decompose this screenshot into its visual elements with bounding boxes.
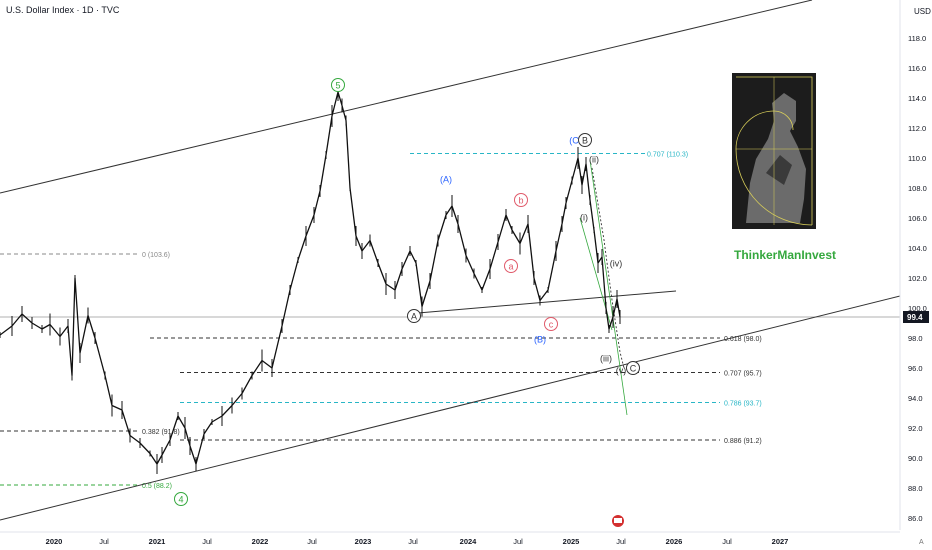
channel-lines — [0, 0, 901, 521]
current-price-label: 99.4 — [907, 313, 923, 322]
wave-label: (iii) — [600, 354, 612, 364]
price-tick-label: 110.0 — [908, 154, 926, 163]
time-tick-label: 2026 — [666, 537, 683, 546]
price-tick-label: 104.0 — [908, 244, 927, 253]
price-tick-label: 94.0 — [908, 394, 923, 403]
wave-label-circle — [504, 259, 518, 273]
time-tick-label: Jul — [307, 537, 317, 546]
fib-level-label: 0.5 (88.2) — [142, 483, 172, 490]
time-tick-label: 2025 — [563, 537, 580, 546]
time-tick-label: 2021 — [149, 537, 166, 546]
wedge-line-upper — [589, 159, 628, 416]
price-tick-label: 90.0 — [908, 454, 923, 463]
wave-label: (ii) — [589, 155, 599, 165]
wave-label: (C — [569, 136, 579, 146]
wave-label: (A) — [440, 175, 452, 185]
time-tick-label: Jul — [616, 537, 626, 546]
price-tick-label: 118.0 — [908, 34, 926, 43]
fib-level-label: 0.886 (91.2) — [724, 438, 762, 445]
thinker-statue-image — [732, 73, 816, 229]
time-tick-label: 2023 — [355, 537, 372, 546]
wave-label: 5 — [335, 81, 340, 91]
fibonacci-levels: 0 (103.6) 0.707 (110.3) 0.618 (98.0) 0.707 … — [0, 152, 900, 490]
brand-watermark: ThinkerManInvest — [734, 248, 837, 262]
wave-label: (i) — [580, 213, 588, 223]
time-tick-label: 2027 — [772, 537, 789, 546]
fib-level-label: 0.382 (91.8) — [142, 429, 180, 436]
wave-label: 4 — [178, 495, 183, 505]
wave-label: (B) — [534, 335, 546, 345]
wave-b-trendline — [417, 290, 677, 314]
price-tick-label: 102.0 — [908, 274, 927, 283]
price-tick-label: 98.0 — [908, 334, 923, 343]
wave-labels: 5 4 A B C (A) (B) (C a b c (i) (ii) (iii) (iv) (v) — [174, 78, 640, 527]
price-tick-label: 106.0 — [908, 214, 927, 223]
time-tick-label: 2022 — [252, 537, 269, 546]
wave-label-circle — [514, 193, 528, 207]
wave-label: B — [582, 136, 588, 146]
current-price-box — [903, 311, 929, 323]
price-axis-bg — [900, 0, 932, 550]
wave-label: (iv) — [610, 259, 623, 269]
price-series — [0, 83, 621, 474]
wave-label-circle — [544, 317, 558, 331]
price-tick-label: 114.0 — [908, 94, 926, 103]
fib-level-label: 0 (103.6) — [142, 252, 170, 259]
price-tick-label: 112.0 — [908, 124, 926, 133]
fib-level-label: 0.707 (95.7) — [724, 371, 762, 378]
time-axis: 2020 Jul 2021 Jul 2022 Jul 2023 Jul 2024 Jul 2025 J… — [0, 531, 924, 546]
price-tick-label: 116.0 — [908, 64, 926, 73]
fib-level-label: 0.786 (93.7) — [724, 401, 762, 408]
chart-title: U.S. Dollar Index · 1D · TVC — [6, 5, 120, 15]
time-tick-label: Jul — [408, 537, 418, 546]
time-tick-label: Jul — [513, 537, 523, 546]
upper-channel-line — [0, 0, 813, 194]
wave-label: b — [518, 196, 523, 206]
wave-label: a — [508, 262, 513, 272]
fib-level-label: 0.618 (98.0) — [724, 336, 762, 343]
price-tick-label: 88.0 — [908, 484, 923, 493]
time-tick-label: 2020 — [46, 537, 63, 546]
country-flag-stripe — [614, 518, 622, 523]
time-tick-label: Jul — [202, 537, 212, 546]
wave-label-circle — [407, 309, 421, 323]
lower-channel-line — [0, 295, 901, 521]
price-tick-label: 96.0 — [908, 364, 923, 373]
price-tick-label: 100.0 — [908, 304, 927, 313]
projection-path — [591, 167, 625, 369]
wave-label-circle — [174, 492, 188, 506]
price-tick-label: 92.0 — [908, 424, 923, 433]
wave-label-circle — [578, 133, 592, 147]
fib-level-label: 0.707 (110.3) — [647, 152, 688, 159]
wave-label: (v) — [616, 366, 627, 376]
auto-scale-button: A — [919, 539, 924, 546]
price-line — [0, 91, 621, 465]
time-tick-label: Jul — [722, 537, 732, 546]
time-tick-label: 2024 — [460, 537, 478, 546]
time-tick-label: Jul — [99, 537, 109, 546]
wave-label-circle — [331, 78, 345, 92]
wave-label-circle — [626, 361, 640, 375]
wave-label: C — [630, 364, 637, 374]
price-axis: USD 118.0 116.0 114.0 112.0 110.0 108.0 106.0 10… — [899, 0, 932, 550]
currency-label: USD — [914, 7, 931, 16]
price-tick-label: 108.0 — [908, 184, 927, 193]
wave-label: A — [411, 312, 417, 322]
price-tick-label: 86.0 — [908, 514, 923, 523]
wave-label: c — [549, 320, 554, 330]
